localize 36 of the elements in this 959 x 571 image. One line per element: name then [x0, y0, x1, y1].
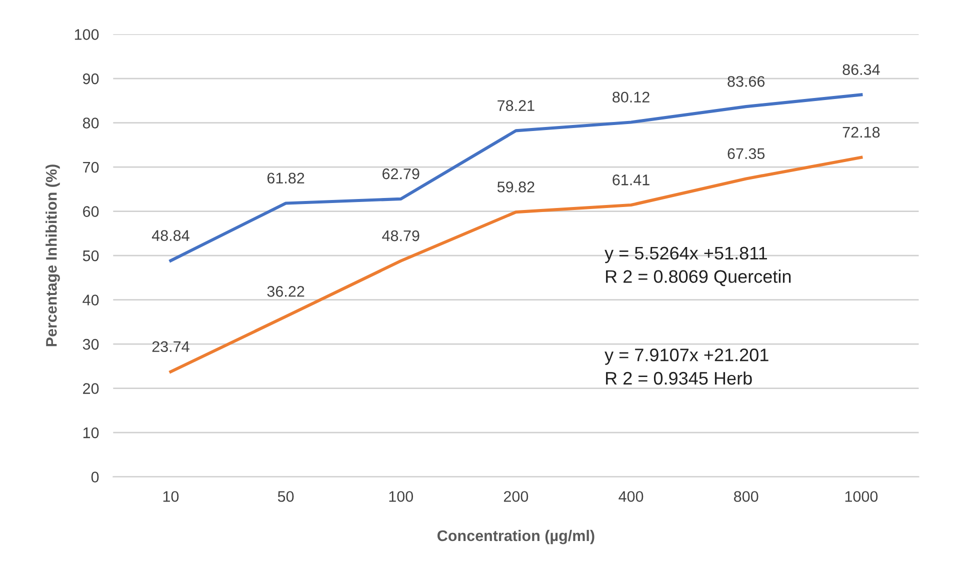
x-tick-label: 1000	[845, 491, 878, 502]
x-tick-label: 400	[618, 491, 644, 502]
x-tick-label: 10	[163, 491, 179, 502]
annotation: y = 5.5264x +51.811 R 2 = 0.8069 Quercetin	[604, 246, 791, 286]
data-label: 62.79	[382, 168, 420, 180]
x-tick-label: 800	[734, 491, 758, 502]
y-tick-label: 30	[82, 338, 99, 350]
x-tick-label: 100	[389, 491, 414, 502]
data-label: 61.41	[612, 174, 650, 186]
data-label: 36.22	[267, 286, 304, 297]
data-label: 48.84	[152, 230, 190, 241]
y-tick-label: 0	[91, 472, 99, 482]
y-tick-label: 70	[83, 162, 99, 173]
y-tick-label: 10	[83, 427, 99, 438]
data-label: 83.66	[728, 76, 765, 87]
data-label: 48.79	[382, 230, 420, 242]
data-label: 23.74	[152, 341, 190, 352]
y-tick-label: 60	[83, 206, 99, 217]
data-label: 61.82	[267, 172, 304, 184]
y-tick-label: 100	[74, 29, 99, 40]
y-tick-label: 80	[82, 118, 99, 128]
data-label: 86.34	[842, 64, 880, 76]
x-tick-label: 200	[504, 491, 528, 502]
x-tick-label: 50	[278, 491, 294, 502]
y-tick-label: 40	[82, 294, 99, 306]
data-label: 78.21	[498, 100, 534, 111]
x-axis-title: Concentration (µg/ml)	[437, 530, 594, 544]
y-tick-label: 20	[83, 383, 99, 394]
data-label: 59.82	[497, 182, 534, 192]
y-tick-label: 90	[83, 73, 99, 84]
y-axis-title: Percentage Inhibition (%)	[46, 164, 60, 346]
data-label: 67.35	[728, 148, 765, 160]
data-label: 80.12	[612, 92, 650, 103]
annotation: y = 7.9107x +21.201 R 2 = 0.9345 Herb	[604, 348, 768, 385]
y-tick-label: 50	[82, 250, 99, 262]
data-label: 72.18	[842, 126, 880, 138]
